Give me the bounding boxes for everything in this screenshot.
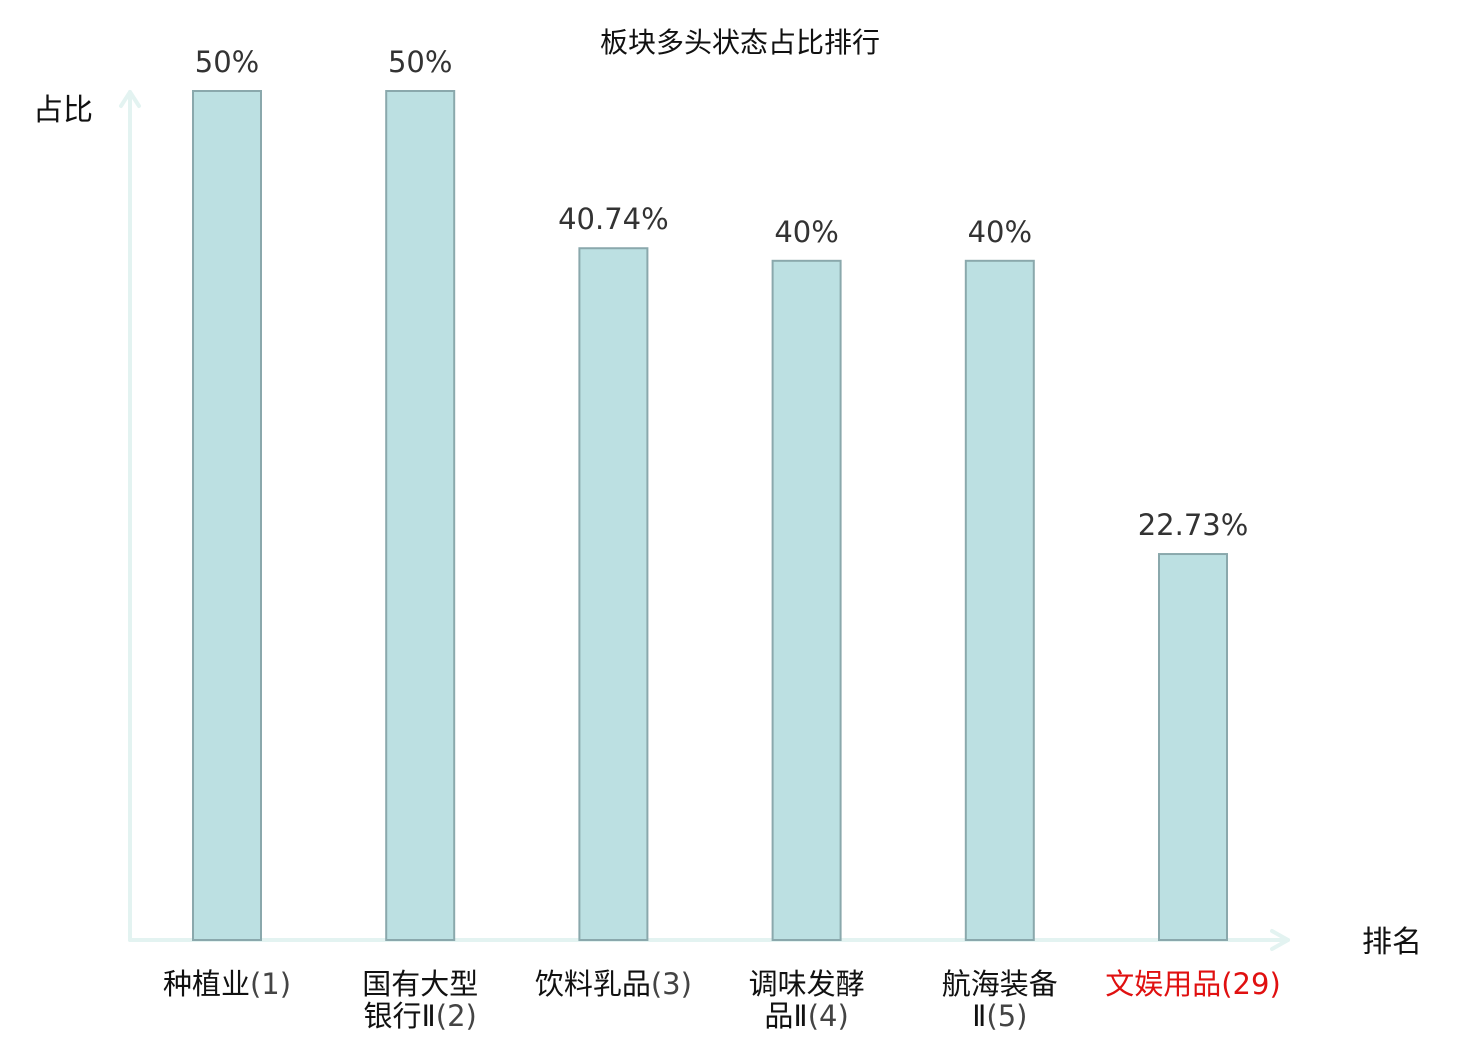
category-labels-group: 种植业(1) 国有大型银行Ⅱ(2) 饮料乳品(3) 调味发酵品Ⅱ(4) 航海装备 Ⅱ(5)… [163,967,1281,1033]
y-axis-label: 占比 [33,93,93,128]
value-label-6: 22.73% [1138,508,1249,542]
category-label-4: 调味发酵品Ⅱ(4) [749,967,865,1033]
x-axis-arrow-icon [1270,929,1290,951]
category-label-3: 饮料乳品(3) [535,967,692,1001]
value-label-2: 50% [388,45,452,79]
bar-4 [771,259,842,941]
value-label-3: 40.74% [558,202,669,236]
category-label-5: 航海装备 Ⅱ(5) [942,967,1058,1033]
bars-group [192,90,1228,942]
category-label-2: 国有大型银行Ⅱ(2) [362,967,478,1033]
bar-1 [192,90,262,941]
category-label-6: 文娱用品(29) [1105,967,1281,1001]
chart-title: 板块多头状态占比排行 [600,26,880,59]
category-label-1: 种植业(1) [163,967,291,1001]
bar-6 [1158,553,1228,942]
x-axis-label: 排名 [1362,925,1422,960]
y-axis-arrow-icon [119,90,141,108]
value-label-5: 40% [968,215,1032,249]
value-label-1: 50% [195,45,259,79]
value-labels-group: 50% 50% 40.74% 40% 40% 22.73% [195,45,1249,542]
axes [119,90,1290,951]
bar-5 [964,259,1035,941]
value-label-4: 40% [774,215,838,249]
bar-3 [578,247,649,941]
bar-2 [385,90,456,941]
